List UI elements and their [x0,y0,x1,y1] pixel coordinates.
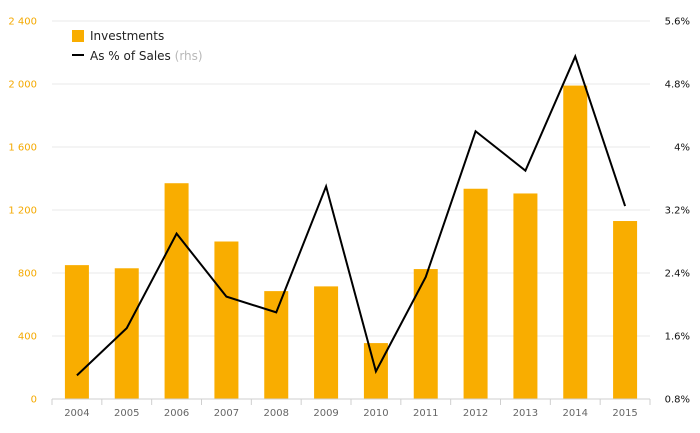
right-axis-labels: 0.8% 1.6% 2.4% 3.2% 4% 4.8% 5.6% [665,17,690,406]
x-tick-label: 2012 [463,408,488,419]
left-tick-label: 2 400 [8,17,37,28]
bar-2014 [563,85,588,399]
investments-bars [64,85,638,399]
left-axis-labels: 0 400 800 1 200 1 600 2 000 2 400 [8,17,37,406]
right-tick-label: 5.6% [665,17,690,28]
x-tick-label: 2011 [413,408,438,419]
right-tick-label: 4% [674,143,690,154]
right-tick-label: 4.8% [665,80,690,91]
x-tick-label: 2009 [313,408,338,419]
legend-swatch-investments [72,30,84,42]
x-tick-label: 2007 [214,408,239,419]
bar-2007 [214,241,239,399]
left-tick-label: 1 200 [8,206,37,217]
x-tick-label: 2006 [164,408,189,419]
gridlines [52,20,650,337]
sales-share-line [76,53,627,377]
bar-2015 [613,221,638,399]
x-tick-label: 2004 [64,408,89,419]
bar-2009 [314,286,339,399]
bar-2006 [164,183,189,399]
x-tick-label: 2005 [114,408,139,419]
bar-2011 [413,269,438,399]
x-axis-labels: 2004 2005 2006 2007 2008 2009 2010 2011 2012 2013… [64,408,638,419]
bar-2013 [513,193,538,399]
bar-2005 [114,268,139,399]
x-tick-label: 2008 [264,408,289,419]
right-tick-label: 0.8% [665,395,690,406]
x-tick-label: 2013 [513,408,538,419]
x-tick-label: 2010 [363,408,388,419]
left-tick-label: 1 600 [8,143,37,154]
legend-label-investments: Investments [90,29,164,43]
right-tick-label: 3.2% [665,206,690,217]
x-tick-label: 2015 [612,408,637,419]
legend-label-sales-share: As % of Sales (rhs) [90,49,203,63]
legend: Investments As % of Sales (rhs) [72,29,203,63]
left-tick-label: 2 000 [8,80,37,91]
line-series-sales-share [76,53,627,377]
left-tick-label: 400 [18,332,37,343]
right-tick-label: 1.6% [665,332,690,343]
left-tick-label: 800 [18,269,37,280]
bar-2008 [264,291,289,399]
x-axis [51,398,651,405]
right-tick-label: 2.4% [665,269,690,280]
bar-2004 [64,265,89,399]
left-tick-label: 0 [31,395,37,406]
x-tick-label: 2014 [563,408,588,419]
bar-2012 [463,188,488,399]
